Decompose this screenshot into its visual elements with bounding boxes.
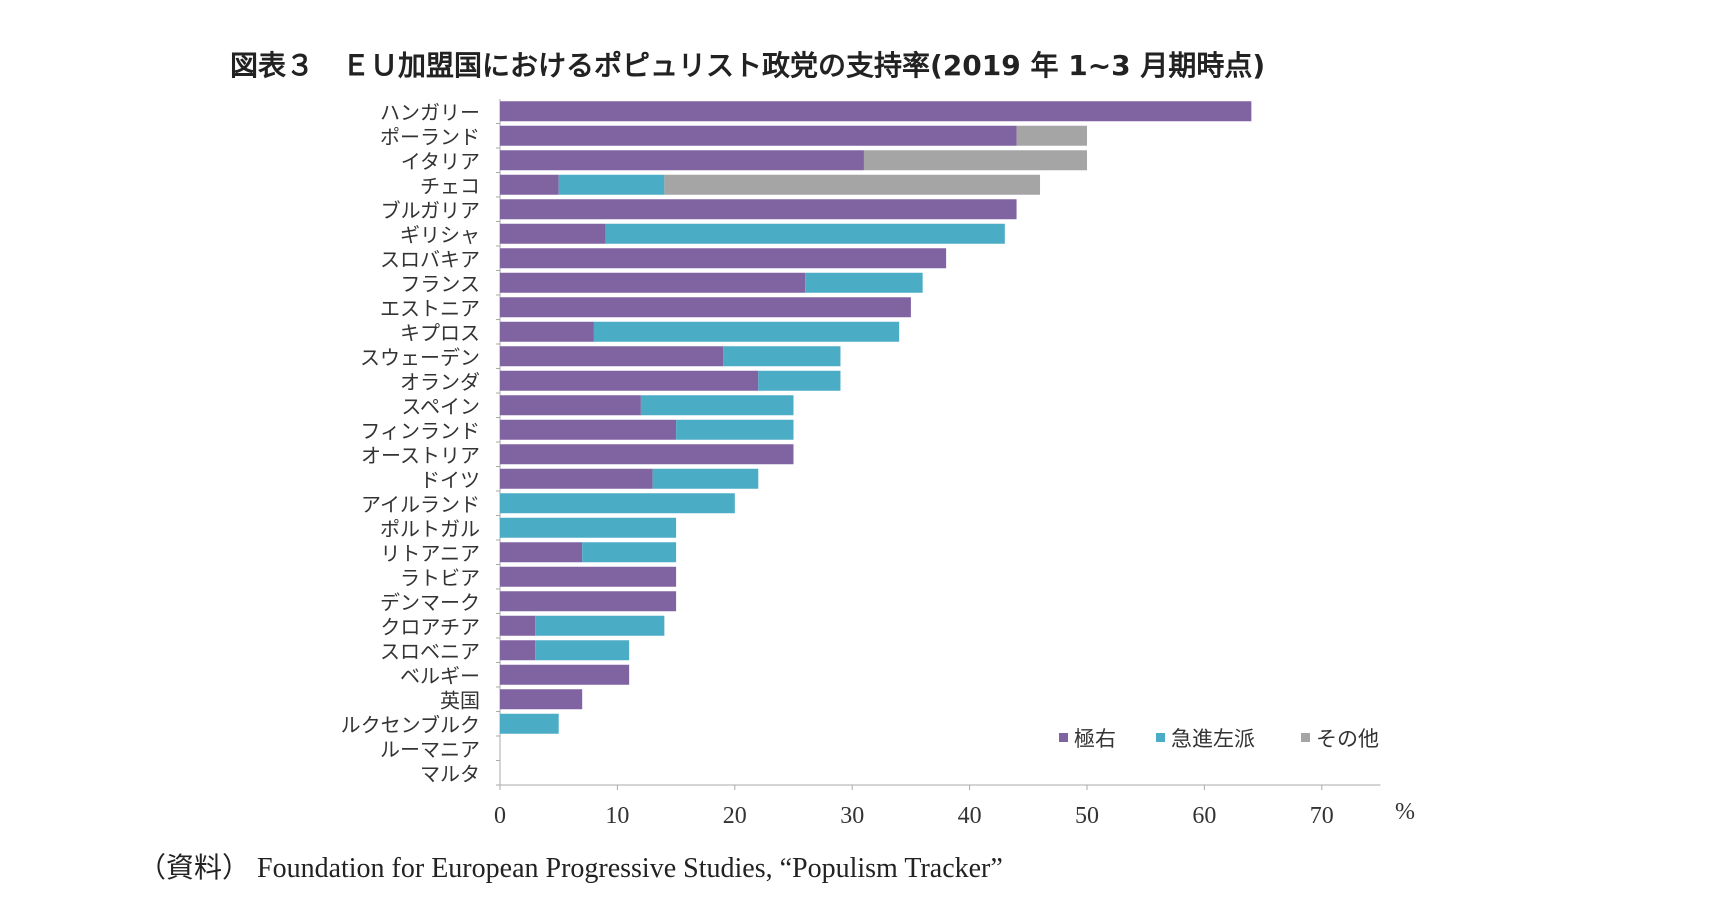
bar-segment xyxy=(500,248,947,269)
category-label: デンマーク xyxy=(380,590,480,614)
bar-segment xyxy=(500,468,653,489)
category-label: ベルギー xyxy=(400,664,480,688)
bar-segment xyxy=(500,297,911,318)
category-label: ドイツ xyxy=(420,468,480,492)
bar-segment xyxy=(500,150,864,171)
category-label: スペイン xyxy=(401,394,480,418)
category-label: マルタ xyxy=(420,762,480,786)
category-label: ルクセンブルク xyxy=(341,713,480,737)
bar-segment xyxy=(500,542,583,563)
category-label: リトアニア xyxy=(380,541,480,565)
category-label: ハンガリー xyxy=(380,100,480,124)
bar-segment xyxy=(500,591,677,612)
bar-segment xyxy=(500,517,677,538)
bar-segment xyxy=(500,321,594,342)
bar-segment xyxy=(535,615,665,636)
bar-segment xyxy=(605,223,1005,244)
category-label: チェコ xyxy=(420,174,480,198)
x-tick-label: 10 xyxy=(605,803,629,829)
category-label: フランス xyxy=(400,272,480,296)
bar-segment xyxy=(664,174,1041,195)
bar-segment xyxy=(582,542,677,563)
bar-segment xyxy=(500,664,630,685)
bar-segment xyxy=(558,174,665,195)
bar-segment xyxy=(500,174,559,195)
bar-segment xyxy=(500,346,724,367)
category-label: ポーランド xyxy=(380,125,480,149)
legend-swatch xyxy=(1301,733,1310,742)
legend-label: 急進左派 xyxy=(1171,727,1255,751)
category-label: オランダ xyxy=(400,370,480,394)
category-label: ギリシャ xyxy=(400,223,480,247)
category-label: スウェーデン xyxy=(360,345,480,369)
category-label: スロバキア xyxy=(380,247,480,271)
x-tick-label: 30 xyxy=(840,803,864,829)
bar-segment xyxy=(500,395,641,416)
category-label: 英国 xyxy=(440,688,480,712)
x-tick-label: 0 xyxy=(494,803,506,829)
bar-segment xyxy=(500,125,1017,146)
bar-segment xyxy=(676,419,794,440)
category-label: スロベニア xyxy=(380,639,480,663)
bar-segment xyxy=(500,640,536,661)
legend-swatch xyxy=(1156,733,1165,742)
bar-segment xyxy=(640,395,794,416)
bar-segment xyxy=(500,444,794,465)
bar-segment xyxy=(500,566,677,587)
bar-segment xyxy=(500,223,606,244)
bar-segment xyxy=(805,272,923,293)
bar-segment xyxy=(593,321,900,342)
legend-label: その他 xyxy=(1316,727,1379,751)
category-label: オーストリア xyxy=(361,443,480,467)
bar-segment xyxy=(1016,125,1087,146)
bar-segment xyxy=(500,199,1017,220)
source-note: （資料） Foundation for European Progressive… xyxy=(138,853,1003,884)
category-label: キプロス xyxy=(400,321,480,345)
bar-segment xyxy=(758,370,841,391)
category-label: クロアチア xyxy=(380,615,480,639)
bar-segment xyxy=(652,468,759,489)
x-tick-label: 70 xyxy=(1310,803,1334,829)
x-tick-label: 50 xyxy=(1075,803,1099,829)
x-tick-label: 40 xyxy=(958,803,982,829)
bar-segment xyxy=(500,689,583,710)
bar-segment xyxy=(500,713,559,734)
category-label: アイルランド xyxy=(361,492,480,516)
category-label: エストニア xyxy=(380,296,480,320)
legend-label: 極右 xyxy=(1074,727,1116,751)
bar-segment xyxy=(500,615,536,636)
bar-segment xyxy=(723,346,841,367)
bar-segment xyxy=(500,101,1252,122)
category-label: ラトビア xyxy=(400,566,480,590)
category-label: ブルガリア xyxy=(381,198,480,222)
bar-segment xyxy=(863,150,1087,171)
category-label: フィンランド xyxy=(360,419,480,443)
bar-segment xyxy=(500,370,759,391)
x-tick-label: 60 xyxy=(1192,803,1216,829)
bar-segment xyxy=(500,272,806,293)
bar-segment xyxy=(500,493,735,514)
x-tick-label: 20 xyxy=(723,803,747,829)
legend-swatch xyxy=(1059,733,1068,742)
bar-segment xyxy=(500,419,677,440)
category-label: ルーマニア xyxy=(380,737,480,761)
category-label: イタリア xyxy=(401,149,480,173)
unit-label: % xyxy=(1395,799,1415,825)
category-label: ポルトガル xyxy=(380,517,480,541)
bar-segment xyxy=(535,640,630,661)
chart-title: 図表３ ＥＵ加盟国におけるポピュリスト政党の支持率(2019 年 1~3 月期時… xyxy=(230,49,1266,82)
